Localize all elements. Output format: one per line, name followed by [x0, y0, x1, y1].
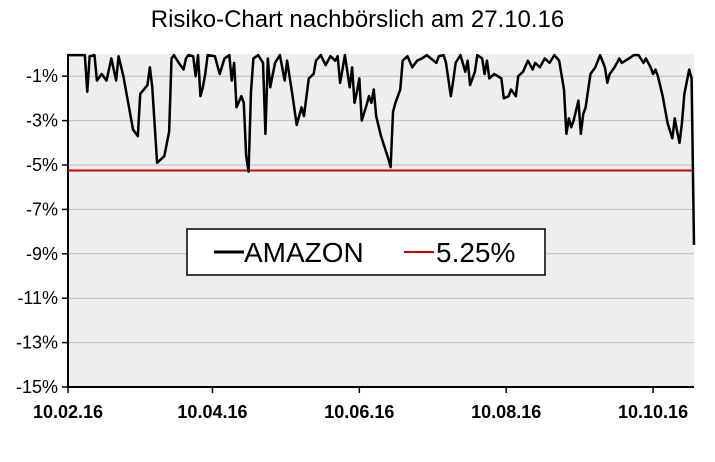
x-tick-label: 10.04.16 [177, 402, 247, 422]
plot-area [68, 54, 694, 387]
legend-label-amazon: AMAZON [244, 237, 364, 268]
axes [67, 54, 694, 388]
y-tick-label: -5% [26, 155, 58, 175]
y-tick-label: -1% [26, 66, 58, 86]
y-axis-ticks: -1% -3% -5% -7% -9% -11% -13% -15% [16, 66, 68, 397]
y-tick-label: -3% [26, 111, 58, 131]
x-axis-ticks: 10.02.16 10.04.16 10.06.16 10.08.16 10.10.16 [33, 387, 688, 422]
x-tick-label: 10.02.16 [33, 402, 103, 422]
x-tick-label: 10.08.16 [471, 402, 541, 422]
y-tick-label: -11% [17, 288, 58, 308]
y-tick-label: -7% [26, 199, 58, 219]
legend-box [186, 228, 546, 276]
x-tick-label: 10.06.16 [324, 402, 394, 422]
series-lines [68, 53, 696, 245]
series-line-amazon [68, 53, 696, 245]
legend: AMAZON 5.25% [186, 228, 546, 276]
y-tick-label: -9% [26, 244, 58, 264]
x-tick-label: 10.10.16 [618, 402, 688, 422]
y-tick-label: -15% [16, 377, 58, 397]
y-tick-label: -13% [16, 333, 58, 353]
chart-title: Risiko-Chart nachbörslich am 27.10.16 [150, 6, 565, 33]
legend-label-threshold: 5.25% [436, 237, 515, 268]
